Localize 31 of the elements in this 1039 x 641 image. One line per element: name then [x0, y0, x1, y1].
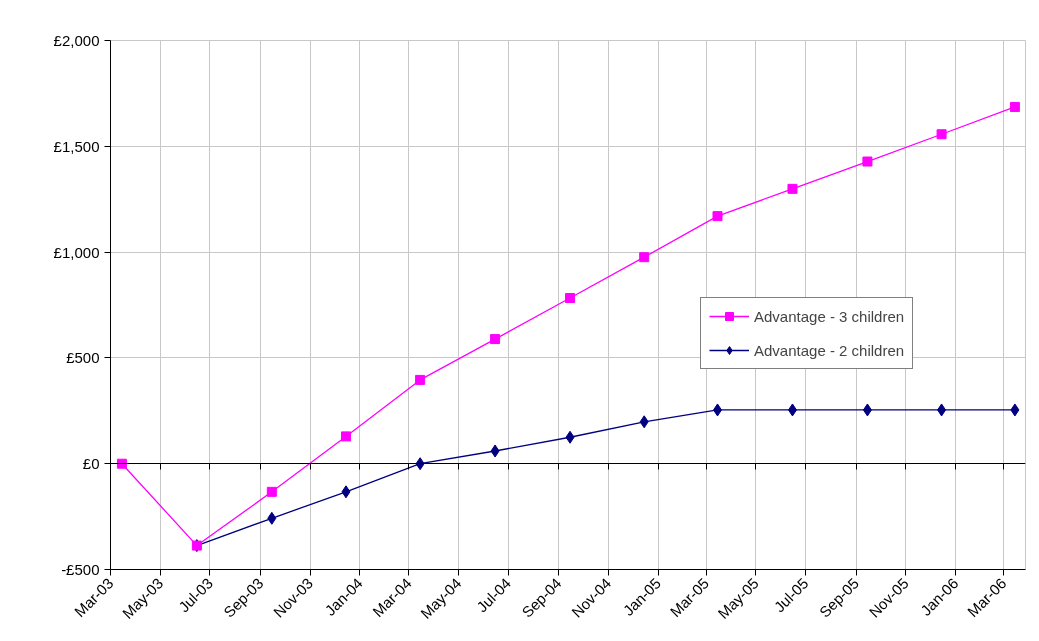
point	[862, 156, 873, 167]
point	[639, 252, 650, 263]
point	[937, 403, 947, 417]
y-tick-label: £1,000	[53, 243, 100, 261]
point	[341, 485, 351, 499]
point	[415, 457, 425, 471]
point	[639, 415, 649, 429]
legend-label: Advantage - 2 children	[754, 341, 905, 359]
point	[713, 403, 723, 417]
point	[712, 211, 723, 222]
point	[267, 511, 277, 525]
legend-label: Advantage - 3 children	[754, 307, 905, 325]
point	[1010, 403, 1020, 417]
point	[565, 430, 575, 444]
point	[787, 403, 797, 417]
point	[340, 431, 351, 442]
point	[565, 293, 576, 304]
point	[862, 403, 872, 417]
point	[787, 183, 798, 194]
y-tick-label: £1,500	[53, 137, 100, 155]
point	[116, 458, 127, 469]
point	[936, 129, 947, 140]
y-tick-label: -£500	[61, 561, 100, 578]
y-tick-label: £500	[66, 349, 100, 367]
point	[266, 486, 277, 497]
point	[490, 334, 501, 345]
point	[1009, 101, 1020, 112]
point	[490, 444, 500, 458]
point	[415, 374, 426, 385]
y-tick-label: £2,000	[53, 32, 100, 49]
y-tick-label: £0	[82, 455, 100, 473]
